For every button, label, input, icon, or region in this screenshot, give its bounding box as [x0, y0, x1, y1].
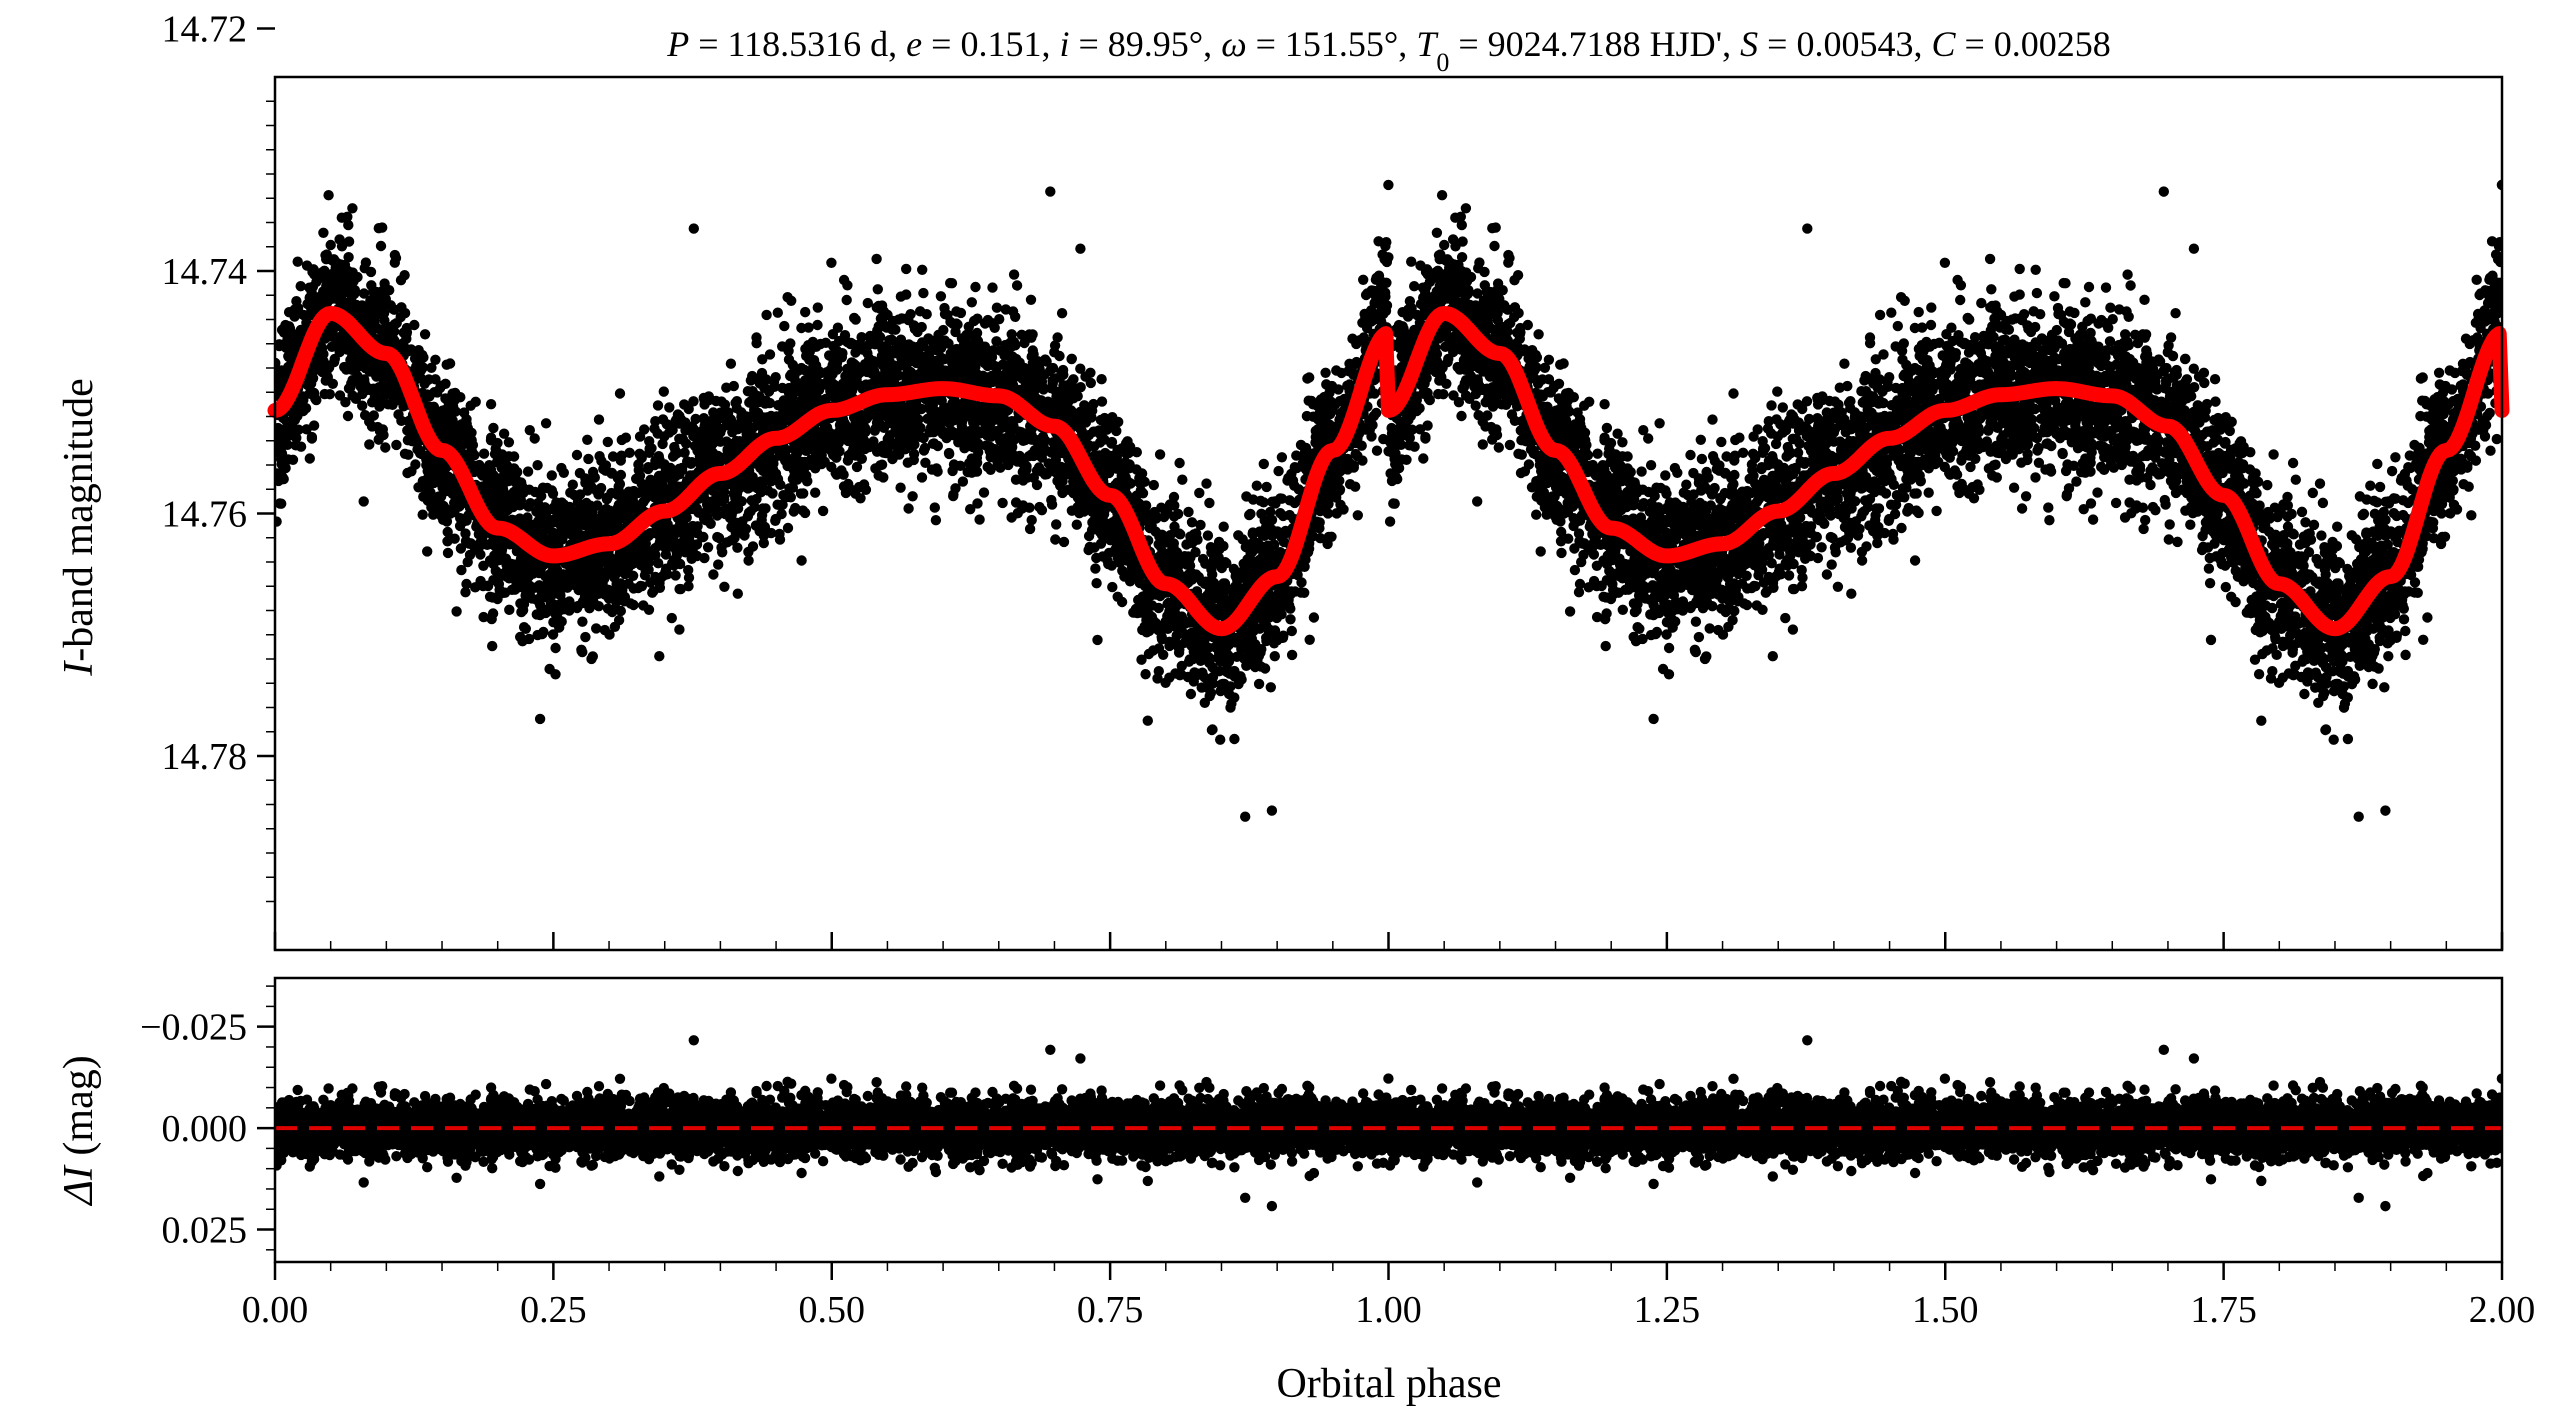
residual-points [270, 1035, 2507, 1211]
top-y-tick-label: 14.74 [162, 251, 248, 293]
x-tick-label: 2.00 [2469, 1289, 2536, 1331]
x-tick-label: 1.50 [1912, 1289, 1979, 1331]
top-y-tick-label: 14.78 [162, 736, 248, 778]
x-tick-label: 0.25 [520, 1289, 587, 1331]
x-tick-label: 1.25 [1634, 1289, 1701, 1331]
x-tick-label: 1.00 [1355, 1289, 1422, 1331]
residuals-panel: 0.00 0.25 0.50 0.75 1.00 1.25 1.50 1.75 2.00 −0.0… [56, 978, 2535, 1407]
light-curve-points [270, 180, 2507, 822]
residuals-y-tick-label: 0.000 [162, 1108, 248, 1150]
top-data-points [270, 180, 2507, 822]
top-y-tick-label: 14.76 [162, 494, 248, 536]
residuals-y-tick-label: −0.025 [140, 1007, 247, 1049]
light-curve-panel: 14.72 14.74 14.76 14.78 I-band magnitude [56, 9, 2507, 951]
residuals-y-tick-label: 0.025 [162, 1210, 248, 1252]
chart-title: P = 118.5316 d, e = 0.151, i = 89.95°, ω… [666, 24, 2111, 77]
x-tick-label: 0.50 [799, 1289, 866, 1331]
top-y-tick-label: 14.72 [162, 9, 248, 51]
x-tick-label: 0.00 [242, 1289, 309, 1331]
x-axis-label: Orbital phase [1276, 1361, 1501, 1407]
residuals-y-axis-label: ΔI (mag) [56, 1055, 102, 1206]
top-y-axis-label: I-band magnitude [56, 378, 102, 676]
residual-data-points [270, 1035, 2507, 1211]
x-tick-label: 0.75 [1077, 1289, 1144, 1331]
residuals-ticks: 0.00 0.25 0.50 0.75 1.00 1.25 1.50 1.75 2.00 −0.0… [140, 986, 2535, 1331]
x-tick-label: 1.75 [2190, 1289, 2257, 1331]
